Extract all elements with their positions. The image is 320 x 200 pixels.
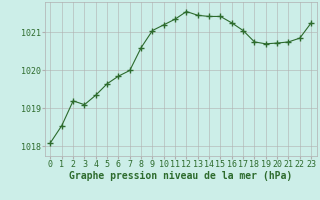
- X-axis label: Graphe pression niveau de la mer (hPa): Graphe pression niveau de la mer (hPa): [69, 171, 292, 181]
